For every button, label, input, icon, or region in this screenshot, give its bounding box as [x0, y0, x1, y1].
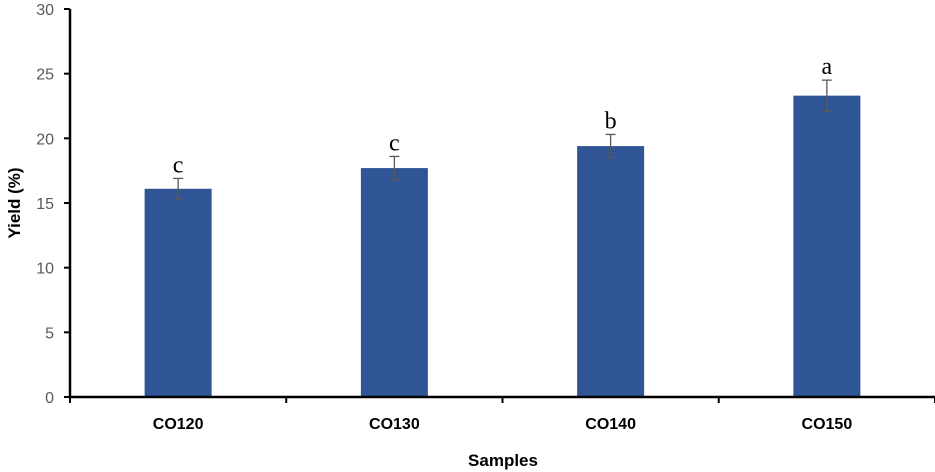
- significance-label: a: [822, 54, 833, 80]
- y-tick-label: 15: [36, 196, 54, 213]
- significance-label: c: [173, 152, 184, 178]
- x-axis: CO120 CO130 CO140 CO150: [69, 395, 935, 433]
- x-tick-label: CO150: [802, 416, 853, 433]
- y-tick-label: 0: [45, 390, 54, 407]
- bar: [793, 95, 861, 398]
- x-axis-title: Samples: [468, 451, 538, 470]
- bars-group: c c b a: [144, 54, 861, 398]
- y-tick-label: 30: [36, 2, 54, 19]
- x-tick-label: CO120: [153, 416, 204, 433]
- bar: [360, 168, 428, 397]
- x-tick-label: CO140: [585, 416, 636, 433]
- y-tick-label: 20: [36, 131, 54, 148]
- bar: [577, 146, 645, 397]
- significance-label: b: [605, 108, 617, 134]
- y-axis: 0 5 10 15 20 25 30: [36, 2, 72, 407]
- y-tick-label: 25: [36, 67, 54, 84]
- significance-label: c: [389, 130, 400, 156]
- y-tick-label: 10: [36, 261, 54, 278]
- x-tick-label: CO130: [369, 416, 420, 433]
- y-axis-title: Yield (%): [5, 167, 24, 238]
- bar: [144, 188, 212, 397]
- y-tick-label: 5: [45, 325, 54, 342]
